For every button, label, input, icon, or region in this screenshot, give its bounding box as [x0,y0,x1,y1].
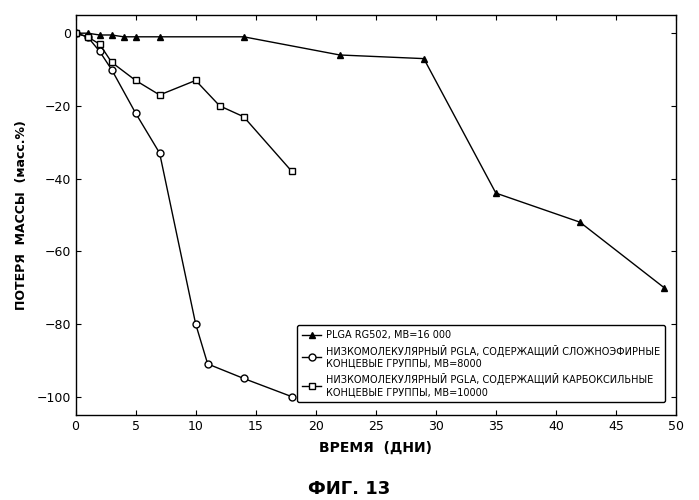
PLGA RG502, МВ=16 000 [336,52,344,58]
PLGA RG502, МВ=16 000 [131,34,140,40]
НИЗКОМОЛЕКУЛЯРНЫЙ PGLA, СОДЕРЖАЩИЙ КАРБОКСИЛЬНЫЕ
КОНЦЕВЫЕ ГРУППЫ, МВ=10000 [287,168,296,174]
PLGA RG502, МВ=16 000 [95,32,103,38]
НИЗКОМОЛЕКУЛЯРНЫЙ PGLA, СОДЕРЖАЩИЙ КАРБОКСИЛЬНЫЕ
КОНЦЕВЫЕ ГРУППЫ, МВ=10000 [108,59,116,65]
PLGA RG502, МВ=16 000 [155,34,164,40]
НИЗКОМОЛЕКУЛЯРНЫЙ PGLA, СОДЕРЖАЩИЙ КАРБОКСИЛЬНЫЕ
КОНЦЕВЫЕ ГРУППЫ, МВ=10000 [83,34,92,40]
Line: НИЗКОМОЛЕКУЛЯРНЫЙ PGLA, СОДЕРЖАЩИЙ СЛОЖНОЭФИРНЫЕ
КОНЦЕВЫЕ ГРУППЫ, МВ=8000: НИЗКОМОЛЕКУЛЯРНЫЙ PGLA, СОДЕРЖАЩИЙ СЛОЖН… [72,30,295,400]
НИЗКОМОЛЕКУЛЯРНЫЙ PGLA, СОДЕРЖАЩИЙ СЛОЖНОЭФИРНЫЕ
КОНЦЕВЫЕ ГРУППЫ, МВ=8000 [203,361,212,367]
Y-axis label: ПОТЕРЯ  МАССЫ  (масс.%): ПОТЕРЯ МАССЫ (масс.%) [15,120,28,310]
НИЗКОМОЛЕКУЛЯРНЫЙ PGLA, СОДЕРЖАЩИЙ СЛОЖНОЭФИРНЫЕ
КОНЦЕВЫЕ ГРУППЫ, МВ=8000 [83,34,92,40]
НИЗКОМОЛЕКУЛЯРНЫЙ PGLA, СОДЕРЖАЩИЙ КАРБОКСИЛЬНЫЕ
КОНЦЕВЫЕ ГРУППЫ, МВ=10000 [71,30,80,36]
НИЗКОМОЛЕКУЛЯРНЫЙ PGLA, СОДЕРЖАЩИЙ КАРБОКСИЛЬНЫЕ
КОНЦЕВЫЕ ГРУППЫ, МВ=10000 [131,78,140,84]
Legend: PLGA RG502, МВ=16 000, НИЗКОМОЛЕКУЛЯРНЫЙ PGLA, СОДЕРЖАЩИЙ СЛОЖНОЭФИРНЫЕ
КОНЦЕВЫЕ: PLGA RG502, МВ=16 000, НИЗКОМОЛЕКУЛЯРНЫЙ… [297,325,665,402]
Text: ФИГ. 13: ФИГ. 13 [308,480,391,498]
PLGA RG502, МВ=16 000 [108,32,116,38]
НИЗКОМОЛЕКУЛЯРНЫЙ PGLA, СОДЕРЖАЩИЙ КАРБОКСИЛЬНЫЕ
КОНЦЕВЫЕ ГРУППЫ, МВ=10000 [155,92,164,98]
PLGA RG502, МВ=16 000 [120,34,128,40]
PLGA RG502, МВ=16 000 [240,34,248,40]
НИЗКОМОЛЕКУЛЯРНЫЙ PGLA, СОДЕРЖАЩИЙ СЛОЖНОЭФИРНЫЕ
КОНЦЕВЫЕ ГРУППЫ, МВ=8000 [155,150,164,156]
НИЗКОМОЛЕКУЛЯРНЫЙ PGLA, СОДЕРЖАЩИЙ СЛОЖНОЭФИРНЫЕ
КОНЦЕВЫЕ ГРУППЫ, МВ=8000 [240,376,248,382]
НИЗКОМОЛЕКУЛЯРНЫЙ PGLA, СОДЕРЖАЩИЙ СЛОЖНОЭФИРНЫЕ
КОНЦЕВЫЕ ГРУППЫ, МВ=8000 [131,110,140,116]
Line: PLGA RG502, МВ=16 000: PLGA RG502, МВ=16 000 [72,30,668,291]
Line: НИЗКОМОЛЕКУЛЯРНЫЙ PGLA, СОДЕРЖАЩИЙ КАРБОКСИЛЬНЫЕ
КОНЦЕВЫЕ ГРУППЫ, МВ=10000: НИЗКОМОЛЕКУЛЯРНЫЙ PGLA, СОДЕРЖАЩИЙ КАРБО… [72,30,295,175]
НИЗКОМОЛЕКУЛЯРНЫЙ PGLA, СОДЕРЖАЩИЙ СЛОЖНОЭФИРНЫЕ
КОНЦЕВЫЕ ГРУППЫ, МВ=8000 [287,394,296,400]
PLGA RG502, МВ=16 000 [660,284,668,290]
НИЗКОМОЛЕКУЛЯРНЫЙ PGLA, СОДЕРЖАЩИЙ КАРБОКСИЛЬНЫЕ
КОНЦЕВЫЕ ГРУППЫ, МВ=10000 [95,41,103,47]
PLGA RG502, МВ=16 000 [83,30,92,36]
НИЗКОМОЛЕКУЛЯРНЫЙ PGLA, СОДЕРЖАЩИЙ СЛОЖНОЭФИРНЫЕ
КОНЦЕВЫЕ ГРУППЫ, МВ=8000 [95,48,103,54]
X-axis label: ВРЕМЯ  (ДНИ): ВРЕМЯ (ДНИ) [319,441,432,455]
PLGA RG502, МВ=16 000 [576,219,584,225]
PLGA RG502, МВ=16 000 [71,30,80,36]
НИЗКОМОЛЕКУЛЯРНЫЙ PGLA, СОДЕРЖАЩИЙ КАРБОКСИЛЬНЫЕ
КОНЦЕВЫЕ ГРУППЫ, МВ=10000 [192,78,200,84]
НИЗКОМОЛЕКУЛЯРНЫЙ PGLA, СОДЕРЖАЩИЙ КАРБОКСИЛЬНЫЕ
КОНЦЕВЫЕ ГРУППЫ, МВ=10000 [215,103,224,109]
PLGA RG502, МВ=16 000 [491,190,500,196]
PLGA RG502, МВ=16 000 [419,56,428,62]
НИЗКОМОЛЕКУЛЯРНЫЙ PGLA, СОДЕРЖАЩИЙ СЛОЖНОЭФИРНЫЕ
КОНЦЕВЫЕ ГРУППЫ, МВ=8000 [192,321,200,327]
НИЗКОМОЛЕКУЛЯРНЫЙ PGLA, СОДЕРЖАЩИЙ СЛОЖНОЭФИРНЫЕ
КОНЦЕВЫЕ ГРУППЫ, МВ=8000 [108,66,116,72]
НИЗКОМОЛЕКУЛЯРНЫЙ PGLA, СОДЕРЖАЩИЙ СЛОЖНОЭФИРНЫЕ
КОНЦЕВЫЕ ГРУППЫ, МВ=8000 [71,30,80,36]
НИЗКОМОЛЕКУЛЯРНЫЙ PGLA, СОДЕРЖАЩИЙ КАРБОКСИЛЬНЫЕ
КОНЦЕВЫЕ ГРУППЫ, МВ=10000 [240,114,248,120]
